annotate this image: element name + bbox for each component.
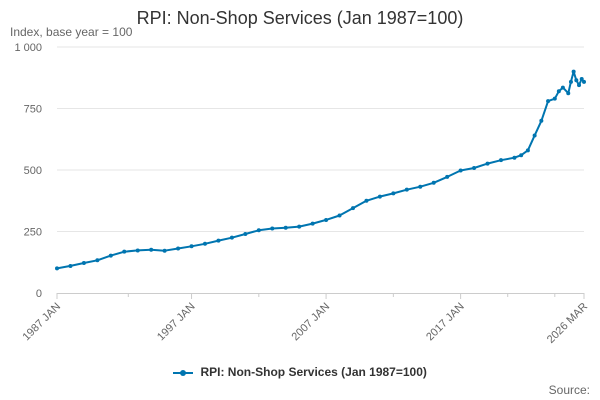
data-point[interactable] bbox=[519, 153, 524, 158]
data-point[interactable] bbox=[270, 226, 275, 231]
data-point[interactable] bbox=[512, 155, 517, 160]
data-point[interactable] bbox=[216, 238, 221, 243]
data-point[interactable] bbox=[418, 184, 423, 189]
data-point[interactable] bbox=[243, 231, 248, 236]
data-point[interactable] bbox=[108, 253, 113, 258]
y-tick-label: 750 bbox=[24, 104, 42, 116]
data-point[interactable] bbox=[283, 225, 288, 230]
x-tick-label: 1987 JAN bbox=[20, 301, 63, 344]
data-point[interactable] bbox=[95, 258, 100, 263]
data-point[interactable] bbox=[350, 206, 355, 211]
data-point[interactable] bbox=[525, 148, 530, 153]
data-point[interactable] bbox=[571, 69, 576, 74]
data-point[interactable] bbox=[574, 78, 579, 83]
data-point[interactable] bbox=[391, 191, 396, 196]
data-point[interactable] bbox=[431, 180, 436, 185]
data-point[interactable] bbox=[337, 213, 342, 218]
y-tick-label: 250 bbox=[24, 227, 42, 239]
data-point[interactable] bbox=[135, 248, 140, 253]
data-point[interactable] bbox=[122, 249, 127, 254]
data-point[interactable] bbox=[582, 79, 586, 84]
chart-title: RPI: Non-Shop Services (Jan 1987=100) bbox=[136, 8, 464, 28]
grid-lines bbox=[57, 46, 584, 232]
data-point[interactable] bbox=[577, 83, 582, 88]
data-point[interactable] bbox=[310, 221, 315, 226]
data-point[interactable] bbox=[579, 76, 584, 81]
data-point[interactable] bbox=[532, 133, 537, 138]
source-label: Source: bbox=[548, 383, 590, 397]
y-tick-label: 0 bbox=[36, 288, 42, 300]
x-tick-label: 2007 JAN bbox=[290, 301, 333, 344]
data-point[interactable] bbox=[256, 228, 261, 233]
data-point[interactable] bbox=[485, 161, 490, 166]
data-point[interactable] bbox=[552, 96, 557, 101]
x-axis: 1987 JAN 1997 JAN 2007 JAN 2017 JAN 2026 MAR bbox=[20, 293, 590, 346]
legend-swatch-icon bbox=[173, 368, 194, 378]
series-layer bbox=[55, 69, 586, 271]
data-point[interactable] bbox=[189, 244, 194, 249]
data-point[interactable] bbox=[324, 217, 329, 222]
data-point[interactable] bbox=[55, 266, 59, 271]
data-point[interactable] bbox=[546, 99, 551, 104]
data-point[interactable] bbox=[297, 224, 302, 229]
data-point[interactable] bbox=[229, 235, 234, 240]
legend-label: RPI: Non-Shop Services (Jan 1987=100) bbox=[200, 365, 427, 379]
x-tick-label: 1997 JAN bbox=[155, 301, 198, 344]
y-tick-label: 500 bbox=[24, 165, 42, 177]
data-point[interactable] bbox=[568, 79, 573, 84]
data-point[interactable] bbox=[458, 168, 463, 173]
data-point[interactable] bbox=[149, 247, 154, 252]
legend[interactable]: RPI: Non-Shop Services (Jan 1987=100) bbox=[0, 365, 600, 379]
data-point[interactable] bbox=[472, 166, 477, 171]
data-point[interactable] bbox=[539, 118, 544, 123]
data-point[interactable] bbox=[68, 263, 73, 268]
x-tick-label: 2017 JAN bbox=[424, 301, 467, 344]
y-axis-ticks: 0 250 500 750 1 000 bbox=[14, 42, 42, 300]
data-point[interactable] bbox=[498, 158, 503, 163]
data-point[interactable] bbox=[364, 198, 369, 203]
data-point[interactable] bbox=[560, 85, 565, 90]
data-point[interactable] bbox=[404, 187, 409, 192]
data-point[interactable] bbox=[202, 241, 207, 246]
y-tick-label: 1 000 bbox=[14, 42, 42, 54]
x-tick-label: 2026 MAR bbox=[545, 301, 590, 346]
data-point[interactable] bbox=[81, 260, 86, 265]
data-point[interactable] bbox=[566, 91, 571, 96]
data-point[interactable] bbox=[162, 248, 167, 253]
data-point[interactable] bbox=[556, 89, 561, 94]
data-point[interactable] bbox=[176, 246, 181, 251]
y-axis-label: Index, base year = 100 bbox=[10, 25, 133, 39]
data-point[interactable] bbox=[377, 194, 382, 199]
data-point[interactable] bbox=[445, 174, 450, 179]
